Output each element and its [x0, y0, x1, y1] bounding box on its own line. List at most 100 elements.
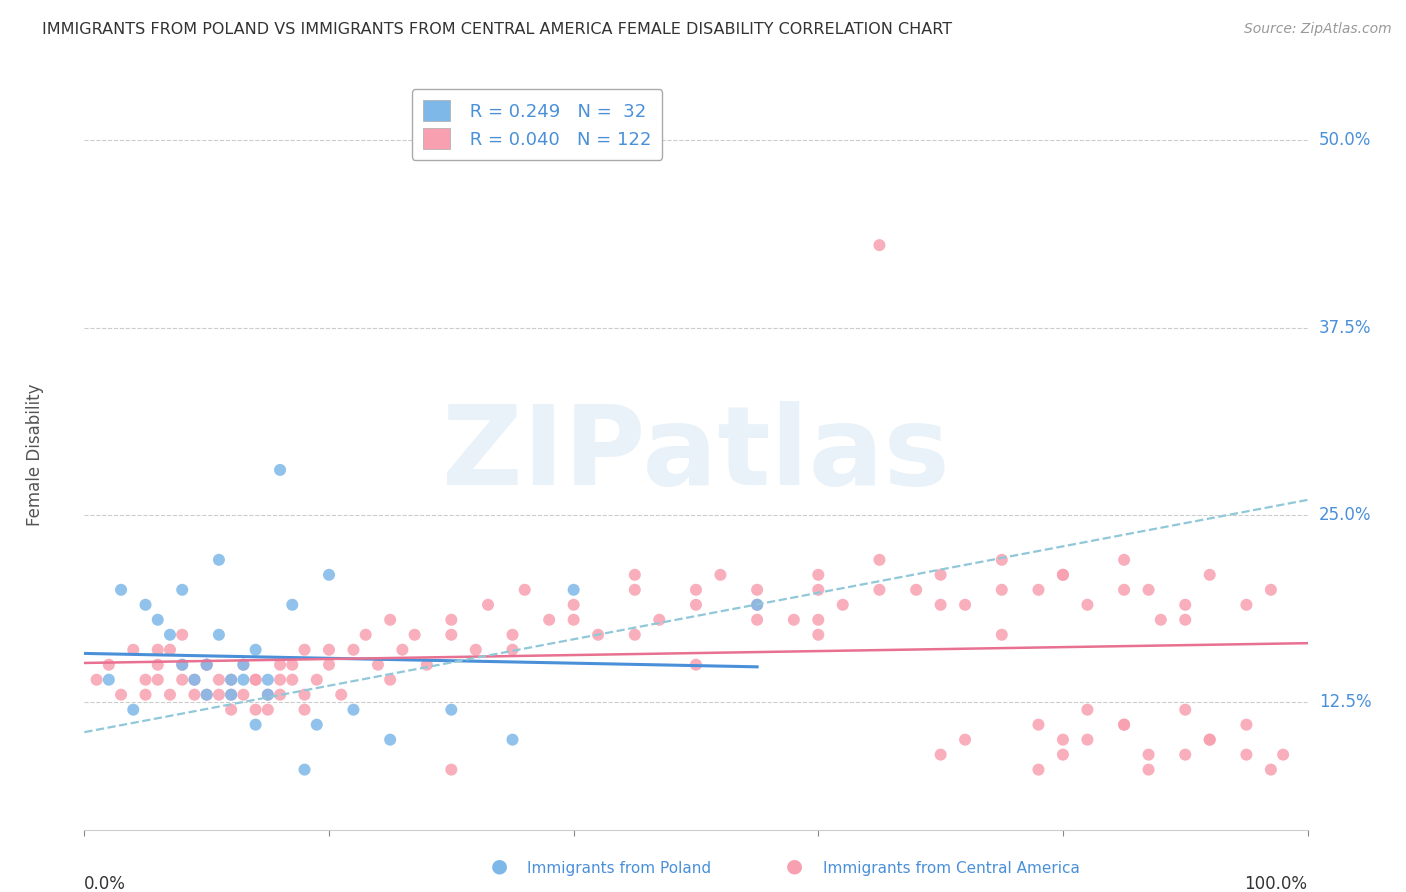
Point	[219, 673, 242, 687]
Point	[172, 628, 194, 642]
Point	[294, 763, 316, 777]
Point	[953, 732, 976, 747]
Point	[305, 673, 328, 687]
Point	[905, 582, 928, 597]
Point	[1174, 703, 1197, 717]
Point	[367, 657, 389, 672]
Text: ●: ●	[491, 857, 508, 876]
Point	[1052, 567, 1074, 582]
Point	[146, 642, 169, 657]
Point	[305, 717, 328, 731]
Point	[380, 613, 402, 627]
Point	[1236, 747, 1258, 762]
Point	[513, 582, 536, 597]
Point	[135, 688, 157, 702]
Point	[245, 703, 267, 717]
Point	[159, 688, 181, 702]
Point	[172, 673, 194, 687]
Text: ●: ●	[786, 857, 803, 876]
Point	[195, 688, 218, 702]
Point	[1076, 598, 1098, 612]
Point	[110, 582, 132, 597]
Point	[562, 613, 585, 627]
Point	[440, 628, 463, 642]
Point	[1174, 613, 1197, 627]
Point	[232, 688, 254, 702]
Text: 25.0%: 25.0%	[1319, 506, 1371, 524]
Point	[97, 673, 120, 687]
Point	[831, 598, 853, 612]
Point	[269, 463, 291, 477]
Point	[1260, 763, 1282, 777]
Point	[624, 567, 647, 582]
Point	[685, 582, 707, 597]
Point	[257, 688, 280, 702]
Point	[110, 688, 132, 702]
Point	[747, 598, 769, 612]
Point	[257, 703, 280, 717]
Point	[807, 582, 830, 597]
Point	[1052, 747, 1074, 762]
Point	[208, 628, 231, 642]
Text: 12.5%: 12.5%	[1319, 693, 1371, 711]
Point	[318, 567, 340, 582]
Point	[869, 582, 891, 597]
Point	[245, 673, 267, 687]
Point	[502, 642, 524, 657]
Point	[380, 732, 402, 747]
Point	[869, 553, 891, 567]
Text: IMMIGRANTS FROM POLAND VS IMMIGRANTS FROM CENTRAL AMERICA FEMALE DISABILITY CORR: IMMIGRANTS FROM POLAND VS IMMIGRANTS FRO…	[42, 22, 952, 37]
Text: Immigrants from Poland: Immigrants from Poland	[527, 861, 711, 876]
Point	[586, 628, 609, 642]
Point	[1114, 582, 1136, 597]
Point	[146, 673, 169, 687]
Point	[502, 732, 524, 747]
Point	[685, 657, 707, 672]
Point	[562, 598, 585, 612]
Text: 100.0%: 100.0%	[1244, 874, 1308, 892]
Point	[869, 238, 891, 252]
Point	[538, 613, 561, 627]
Point	[991, 582, 1014, 597]
Point	[1137, 747, 1160, 762]
Point	[172, 582, 194, 597]
Point	[172, 657, 194, 672]
Point	[135, 673, 157, 687]
Point	[1150, 613, 1173, 627]
Point	[183, 673, 205, 687]
Point	[281, 598, 304, 612]
Point	[195, 657, 218, 672]
Point	[624, 582, 647, 597]
Point	[404, 628, 426, 642]
Point	[807, 628, 830, 642]
Point	[318, 657, 340, 672]
Point	[929, 598, 952, 612]
Point	[380, 673, 402, 687]
Point	[1198, 567, 1220, 582]
Point	[269, 688, 291, 702]
Point	[342, 703, 364, 717]
Point	[953, 598, 976, 612]
Point	[232, 657, 254, 672]
Point	[318, 642, 340, 657]
Point	[354, 628, 377, 642]
Point	[440, 613, 463, 627]
Point	[1174, 747, 1197, 762]
Point	[1114, 553, 1136, 567]
Point	[232, 673, 254, 687]
Point	[330, 688, 353, 702]
Point	[1174, 598, 1197, 612]
Point	[342, 642, 364, 657]
Point	[464, 642, 486, 657]
Point	[747, 613, 769, 627]
Point	[685, 598, 707, 612]
Point	[195, 657, 218, 672]
Point	[281, 673, 304, 687]
Point	[1272, 747, 1295, 762]
Point	[208, 688, 231, 702]
Point	[257, 688, 280, 702]
Point	[391, 642, 413, 657]
Point	[172, 657, 194, 672]
Point	[219, 703, 242, 717]
Text: 37.5%: 37.5%	[1319, 318, 1371, 336]
